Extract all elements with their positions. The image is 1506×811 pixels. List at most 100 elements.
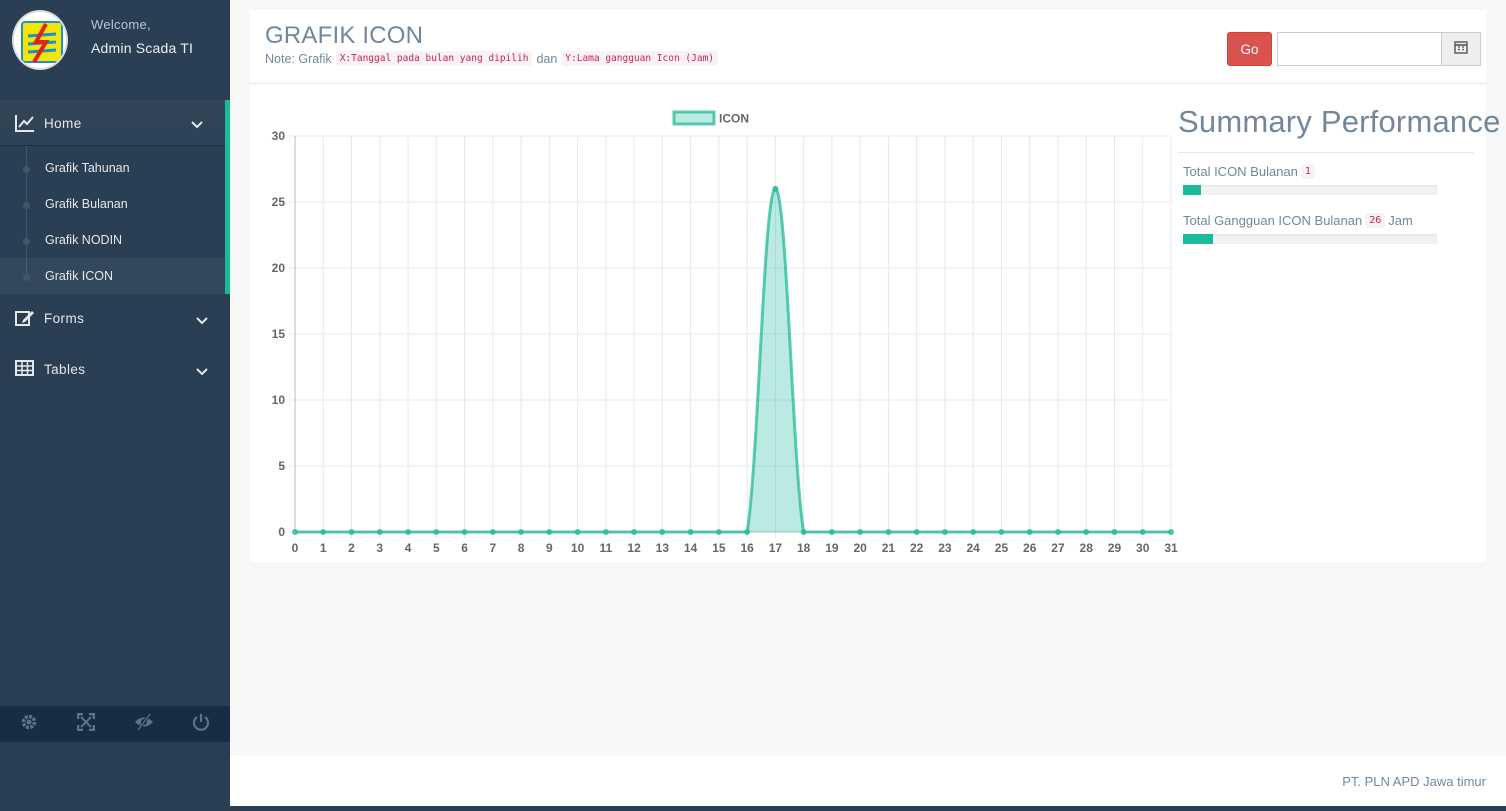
x-tick-label: 21 (882, 541, 896, 554)
sidebar-item-label: Grafik NODIN (45, 233, 123, 247)
data-point (348, 529, 355, 535)
data-point (913, 529, 920, 535)
fullscreen-icon (77, 712, 96, 736)
menu-home-label: Home (44, 115, 82, 131)
calendar-icon (1454, 40, 1468, 59)
y-tick-label: 15 (272, 327, 286, 341)
date-input[interactable] (1277, 32, 1442, 66)
chart-panel: GRAFIK ICON Note: Grafik X:Tanggal pada … (250, 10, 1501, 562)
submenu-line (26, 146, 27, 276)
sidebar-item-grafik-nodin[interactable]: Grafik NODIN (0, 222, 225, 258)
total-gangguan-row: Total Gangguan ICON Bulanan 26 Jam (1183, 213, 1486, 228)
data-point (941, 529, 948, 535)
data-point (1168, 529, 1174, 535)
chart-note: Note: Grafik X:Tanggal pada bulan yang d… (265, 51, 722, 66)
total-icon-value: 1 (1300, 164, 1315, 179)
username: Admin Scada TI (91, 40, 194, 56)
fullscreen-button[interactable] (58, 706, 116, 742)
submenu-dot (23, 238, 30, 245)
total-icon-row: Total ICON Bulanan 1 (1183, 164, 1486, 179)
data-point (1026, 529, 1033, 535)
page-title: GRAFIK ICON (265, 22, 424, 49)
legend-swatch (672, 110, 716, 126)
menu-forms[interactable]: Forms (0, 300, 230, 336)
data-point (292, 529, 298, 535)
x-tick-label: 31 (1164, 541, 1178, 554)
logout-button[interactable] (173, 706, 231, 742)
series-area (295, 188, 1171, 533)
x-tick-label: 5 (433, 541, 440, 554)
data-point (461, 529, 468, 535)
y-tick-label: 5 (278, 459, 285, 473)
lock-button[interactable] (115, 706, 173, 742)
x-tick-label: 9 (546, 541, 553, 554)
note-and: dan (536, 51, 558, 66)
submenu-dot (23, 202, 30, 209)
series-line (294, 187, 1171, 534)
x-tick-label: 13 (656, 541, 670, 554)
sidebar-item-grafik-icon[interactable]: Grafik ICON (0, 258, 225, 294)
x-tick-label: 26 (1023, 541, 1037, 554)
chevron-down-icon (196, 364, 208, 376)
summary-title: Summary Performance (1178, 104, 1501, 139)
sidebar-item-grafik-tahunan[interactable]: Grafik Tahunan (0, 150, 225, 186)
data-point (433, 529, 440, 535)
x-tick-label: 30 (1136, 541, 1150, 554)
data-point (320, 529, 327, 535)
x-tick-label: 11 (599, 541, 612, 554)
y-tick-label: 20 (272, 261, 286, 275)
total-icon-progress (1183, 185, 1437, 195)
sidebar-footer (0, 706, 230, 742)
menu-home[interactable]: Home (0, 100, 230, 146)
x-tick-label: 1 (320, 541, 327, 554)
main-content: GRAFIK ICON Note: Grafik X:Tanggal pada … (230, 0, 1506, 756)
submenu-dot (23, 166, 30, 173)
bottom-strip (230, 806, 1506, 811)
footer-text: PT. PLN APD Jawa timur (1342, 774, 1486, 789)
data-point (715, 529, 722, 535)
y-tick-label: 0 (278, 525, 285, 539)
chevron-down-icon (191, 117, 203, 129)
data-point (405, 529, 412, 535)
data-point (546, 529, 553, 535)
go-button[interactable]: Go (1227, 32, 1272, 66)
note-x-axis: X:Tanggal pada bulan yang dipilih (335, 51, 533, 66)
panel-divider (250, 83, 1486, 84)
sidebar-item-grafik-bulanan[interactable]: Grafik Bulanan (0, 186, 225, 222)
data-point (1083, 529, 1090, 535)
total-icon-progress-bar (1183, 185, 1201, 195)
data-point (857, 529, 864, 535)
x-tick-label: 24 (967, 541, 981, 554)
data-point (744, 529, 751, 535)
menu-tables-label: Tables (44, 361, 86, 377)
total-gangguan-value: 26 (1365, 213, 1386, 228)
y-tick-label: 25 (272, 195, 286, 209)
data-point (518, 529, 525, 535)
x-tick-label: 12 (627, 541, 641, 554)
data-point (800, 529, 807, 535)
line-chart-icon (15, 114, 39, 132)
total-gangguan-progress-bar (1183, 234, 1214, 244)
x-tick-label: 7 (489, 541, 496, 554)
total-gangguan-label: Total Gangguan ICON Bulanan (1183, 213, 1363, 228)
calendar-button[interactable] (1441, 32, 1481, 66)
note-y-axis: Y:Lama gangguan Icon (Jam) (561, 51, 719, 66)
settings-button[interactable] (0, 706, 58, 742)
x-tick-label: 25 (995, 541, 1009, 554)
menu-tables[interactable]: Tables (0, 351, 230, 387)
x-tick-label: 19 (825, 541, 839, 554)
total-gangguan-unit: Jam (1388, 213, 1413, 228)
x-tick-label: 2 (348, 541, 355, 554)
x-tick-label: 23 (938, 541, 952, 554)
data-point (687, 529, 694, 535)
x-tick-label: 22 (910, 541, 924, 554)
icon-chart: 0 5 10 15 20 25 30 0 1 2 3 4 5 6 7 8 9 10 11 12 13 14 15 16 17 18… (250, 94, 1180, 555)
x-tick-label: 4 (405, 541, 412, 554)
x-tick-label: 6 (461, 541, 468, 554)
note-prefix: Note: Grafik (265, 51, 332, 66)
x-tick-label: 15 (712, 541, 726, 554)
x-tick-label: 8 (518, 541, 525, 554)
x-tick-label: 10 (571, 541, 585, 554)
chevron-down-icon (196, 313, 208, 325)
